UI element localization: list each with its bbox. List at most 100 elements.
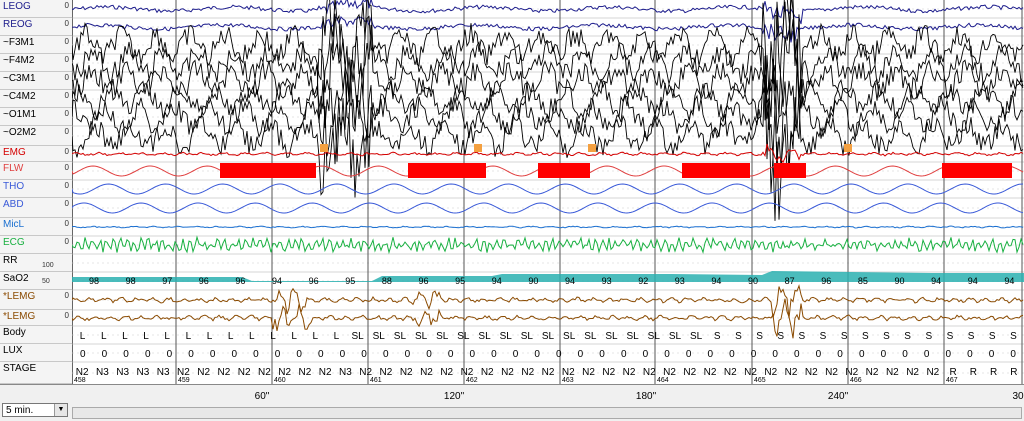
body-position: S	[947, 331, 954, 342]
apnea-event[interactable]	[682, 163, 750, 178]
channel-row-stage[interactable]: STAGE	[0, 362, 72, 384]
apnea-event[interactable]	[538, 163, 590, 178]
sleep-stage: N2	[420, 367, 433, 378]
apnea-event[interactable]	[220, 163, 316, 178]
time-tick-label: 30	[1012, 391, 1024, 402]
channel-row-tho[interactable]: THO 0	[0, 180, 72, 198]
lux-value: 0	[729, 349, 735, 360]
sao2-value: 96	[235, 276, 245, 286]
sleep-stage: N3	[339, 367, 352, 378]
channel-row-c4m2[interactable]: ~C4M2 0	[0, 90, 72, 108]
channel-zero-label: 0	[64, 73, 69, 82]
channel-row-flw[interactable]: FLW 0	[0, 162, 72, 180]
body-position: S	[1010, 331, 1017, 342]
channel-name: ~C4M2	[3, 91, 36, 102]
channel-name: ~O1M1	[3, 109, 37, 120]
signal-plot-area[interactable]: 98 98 97 96 96 94 96 95 88 96 95 94 90 94 93 92 93 94 90 87…	[72, 0, 1024, 384]
channel-row-micl[interactable]: MicL 0	[0, 218, 72, 236]
lux-value: 0	[102, 349, 108, 360]
sleep-stage: N2	[926, 367, 939, 378]
channel-name: *LEMG	[3, 291, 36, 302]
body-position: S	[925, 331, 932, 342]
lux-value: 0	[556, 349, 562, 360]
channel-row-ecg[interactable]: ECG 0	[0, 236, 72, 254]
chevron-down-icon[interactable]: ▼	[54, 404, 67, 416]
lux-value: 0	[859, 349, 865, 360]
sleep-stage: N2	[845, 367, 858, 378]
channel-row-c3m1[interactable]: ~C3M1 0	[0, 72, 72, 90]
waveform-micl	[72, 225, 1024, 229]
sleep-stage: N2	[683, 367, 696, 378]
body-position: S	[904, 331, 911, 342]
waveform-c3m1	[72, 0, 1024, 158]
lux-value: 0	[989, 349, 995, 360]
apnea-event[interactable]	[408, 163, 486, 178]
body-position: L	[80, 331, 86, 342]
sleep-stage: N2	[359, 367, 372, 378]
body-position: S	[756, 331, 763, 342]
sao2-value: 94	[272, 276, 282, 286]
sleep-stage: N2	[380, 367, 393, 378]
sleep-stage: R	[970, 367, 977, 378]
channel-row-body[interactable]: Body	[0, 326, 72, 344]
channel-row-lemg[interactable]: *LEMG 0	[0, 310, 72, 326]
horizontal-scrollbar[interactable]	[72, 407, 1022, 419]
grid	[72, 0, 1024, 384]
channel-row-leog[interactable]: LEOG 0	[0, 0, 72, 18]
channel-row-abd[interactable]: ABD 0	[0, 198, 72, 218]
sao2-value: 96	[418, 276, 428, 286]
lux-value: 0	[231, 349, 237, 360]
sleep-stage: N2	[440, 367, 453, 378]
channel-name: MicL	[3, 219, 25, 230]
sleep-stage: N3	[96, 367, 109, 378]
lux-value: 0	[664, 349, 670, 360]
channel-row-sao2[interactable]: SaO2	[0, 272, 72, 290]
channel-name: LUX	[3, 345, 23, 356]
channel-row-emg[interactable]: EMG 0	[0, 146, 72, 162]
channel-row-o1m1[interactable]: ~O1M1 0	[0, 108, 72, 126]
channel-row-reog[interactable]: REOG 0	[0, 18, 72, 36]
body-position: L	[143, 331, 149, 342]
lux-value: 0	[80, 349, 86, 360]
channel-row-f4m2[interactable]: ~F4M2 0	[0, 54, 72, 72]
sleep-stage: N2	[582, 367, 595, 378]
channel-name: FLW	[3, 163, 24, 174]
lux-value: 0	[967, 349, 973, 360]
sleep-stage: N2	[197, 367, 210, 378]
lux-value: 0	[837, 349, 843, 360]
apnea-event[interactable]	[942, 163, 1012, 178]
sao2-value: 87	[785, 276, 795, 286]
timescale-dropdown[interactable]: 5 min. ▼	[2, 403, 68, 417]
channel-zero-label: 0	[64, 147, 69, 156]
arousal-marker[interactable]	[588, 144, 596, 152]
arousal-marker[interactable]	[844, 144, 852, 152]
sleep-stage: N2	[562, 367, 575, 378]
lux-value: 0	[426, 349, 432, 360]
waveform-emg	[72, 143, 1024, 164]
body-position: SL	[373, 331, 386, 342]
channel-row-lemg[interactable]: *LEMG 0	[0, 290, 72, 310]
waveform-o1m1	[72, 41, 1024, 173]
body-position: SL	[542, 331, 555, 342]
sleep-stage: N2	[744, 367, 757, 378]
channel-row-o2m2[interactable]: ~O2M2 0	[0, 126, 72, 146]
waveform-abd	[72, 202, 1024, 214]
channel-name: SaO2	[3, 273, 29, 284]
channel-row-rr[interactable]: RR	[0, 254, 72, 272]
channel-row-lux[interactable]: LUX	[0, 344, 72, 362]
sleep-stage: N2	[785, 367, 798, 378]
channel-row-f3m1[interactable]: ~F3M1 0	[0, 36, 72, 54]
arousal-marker[interactable]	[320, 144, 328, 152]
body-position: SL	[351, 331, 364, 342]
body-position: SL	[521, 331, 534, 342]
epoch-number: 465	[754, 377, 766, 384]
channel-zero-label: 0	[64, 19, 69, 28]
body-position: S	[820, 331, 827, 342]
channel-label-column: LEOG 0 REOG 0 ~F3M1 0 ~F4M2 0 ~C3M1 0 ~C4M2 0 ~O1M1 0…	[0, 0, 73, 384]
arousal-marker[interactable]	[474, 144, 482, 152]
channel-zero-label: 0	[64, 109, 69, 118]
lux-value: 0	[340, 349, 346, 360]
sleep-stage: N2	[906, 367, 919, 378]
apnea-event[interactable]	[774, 163, 806, 178]
channel-zero-label: 0	[64, 1, 69, 10]
